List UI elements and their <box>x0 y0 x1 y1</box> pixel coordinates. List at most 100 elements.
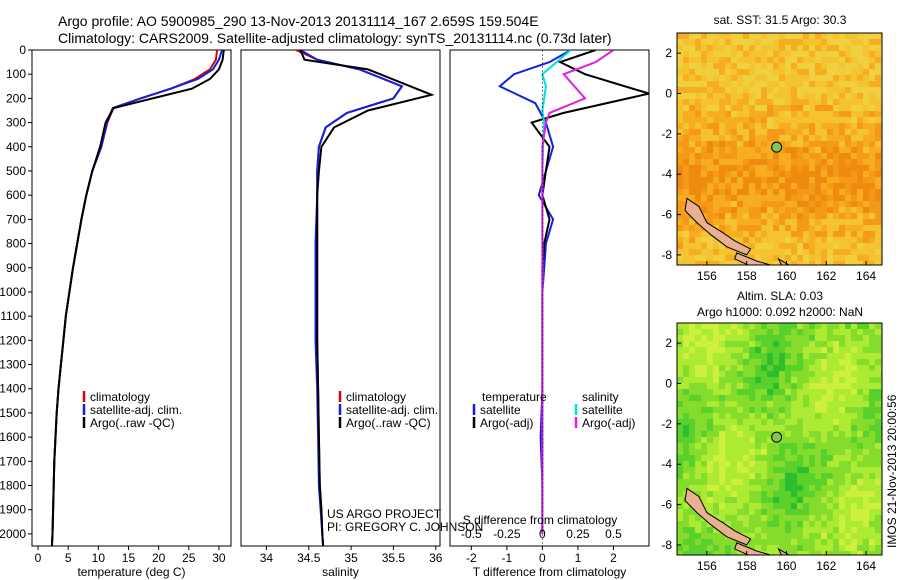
heatmap-cell <box>683 93 690 100</box>
heatmap-cell <box>773 551 780 555</box>
heatmap-cell <box>695 237 702 244</box>
heatmap-cell <box>719 189 726 196</box>
heatmap-cell <box>833 141 840 148</box>
heatmap-cell <box>713 105 720 112</box>
heatmap-cell <box>755 395 762 402</box>
heatmap-cell <box>701 533 708 540</box>
heatmap-cell <box>791 347 798 354</box>
heatmap-cell <box>731 503 738 510</box>
heatmap-cell <box>713 33 720 40</box>
heatmap-cell <box>761 57 768 64</box>
heatmap-cell <box>779 75 786 82</box>
heatmap-cell <box>701 389 708 396</box>
heatmap-cell <box>695 243 702 250</box>
heatmap-cell <box>755 431 762 438</box>
heatmap-cell <box>839 383 846 390</box>
heatmap-cell <box>683 323 690 330</box>
heatmap-cell <box>815 329 822 336</box>
heatmap-cell <box>815 147 822 154</box>
heatmap-cell <box>755 63 762 70</box>
heatmap-cell <box>683 81 690 88</box>
heatmap-cell <box>797 455 804 462</box>
float-position-marker <box>771 141 783 153</box>
heatmap-cell <box>839 153 846 160</box>
heatmap-cell <box>863 189 870 196</box>
heatmap-cell <box>863 99 870 106</box>
heatmap-cell <box>827 329 834 336</box>
heatmap-cell <box>779 129 786 136</box>
heatmap-cell <box>809 431 816 438</box>
heatmap-cell <box>773 117 780 124</box>
heatmap-cell <box>749 255 756 262</box>
heatmap-cell <box>713 255 720 262</box>
heatmap-cell <box>833 437 840 444</box>
heatmap-cell <box>773 449 780 456</box>
heatmap-cell <box>869 153 876 160</box>
heatmap-cell <box>815 99 822 106</box>
heatmap-cell <box>803 141 810 148</box>
heatmap-cell <box>743 117 750 124</box>
heatmap-cell <box>839 395 846 402</box>
legend-label: Argo(-adj) <box>480 416 533 430</box>
heatmap-cell <box>731 177 738 184</box>
heatmap-cell <box>677 479 684 486</box>
heatmap-cell <box>761 443 768 450</box>
heatmap-cell <box>749 413 756 420</box>
heatmap-cell <box>815 365 822 372</box>
heatmap-cell <box>695 473 702 480</box>
heatmap-cell <box>875 545 882 552</box>
heatmap-cell <box>725 353 732 360</box>
x-tick-label: 164 <box>856 269 876 283</box>
heatmap-cell <box>821 461 828 468</box>
heatmap-cell <box>809 195 816 202</box>
heatmap-cell <box>737 449 744 456</box>
heatmap-cell <box>797 75 804 82</box>
heatmap-cell <box>857 129 864 136</box>
heatmap-cell <box>779 437 786 444</box>
heatmap-cell <box>809 461 816 468</box>
heatmap-cell <box>809 515 816 522</box>
heatmap-cell <box>755 497 762 504</box>
heatmap-cell <box>719 99 726 106</box>
heatmap-cell <box>863 413 870 420</box>
heatmap-cell <box>803 497 810 504</box>
heatmap-cell <box>869 497 876 504</box>
heatmap-cell <box>869 219 876 226</box>
y-tick-label: -8 <box>661 538 672 552</box>
heatmap-cell <box>767 183 774 190</box>
heatmap-cell <box>761 485 768 492</box>
heatmap-cell <box>731 99 738 106</box>
heatmap-cell <box>857 201 864 208</box>
heatmap-cell <box>707 51 714 58</box>
heatmap-cell <box>719 455 726 462</box>
heatmap-cell <box>695 39 702 46</box>
heatmap-cell <box>677 69 684 76</box>
heatmap-cell <box>857 81 864 88</box>
heatmap-cell <box>797 105 804 112</box>
heatmap-cell <box>779 177 786 184</box>
heatmap-cell <box>683 407 690 414</box>
heatmap-cell <box>791 545 798 552</box>
heatmap-cell <box>863 183 870 190</box>
heatmap-cell <box>833 467 840 474</box>
heatmap-cell <box>779 141 786 148</box>
heatmap-cell <box>767 129 774 136</box>
heatmap-cell <box>839 45 846 52</box>
heatmap-cell <box>875 201 882 208</box>
heatmap-cell <box>695 413 702 420</box>
heatmap-cell <box>851 57 858 64</box>
heatmap-cell <box>845 329 852 336</box>
heatmap-cell <box>803 171 810 178</box>
heatmap-cell <box>803 425 810 432</box>
heatmap-cell <box>725 431 732 438</box>
heatmap-cell <box>827 425 834 432</box>
heatmap-cell <box>827 201 834 208</box>
heatmap-cell <box>773 377 780 384</box>
heatmap-cell <box>773 335 780 342</box>
heatmap-cell <box>689 425 696 432</box>
heatmap-cell <box>713 129 720 136</box>
x-axis-label: salinity <box>322 565 359 579</box>
heatmap-cell <box>749 39 756 46</box>
heatmap-cell <box>815 527 822 534</box>
heatmap-cell <box>845 419 852 426</box>
